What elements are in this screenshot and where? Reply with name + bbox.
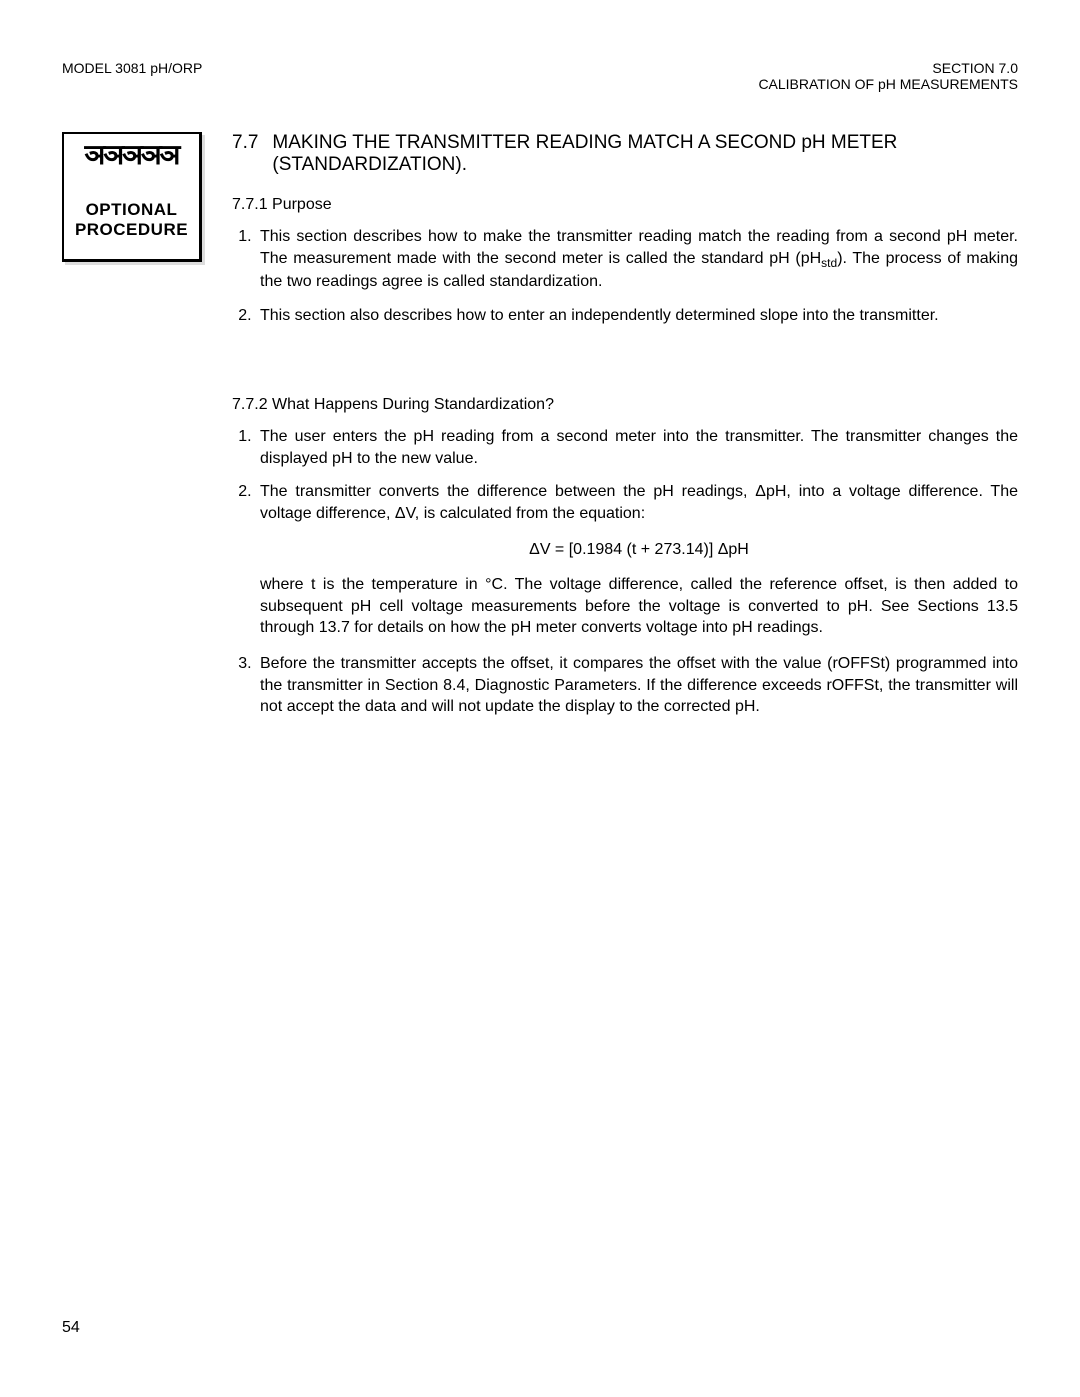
list-item: The transmitter converts the difference …	[256, 481, 1018, 639]
header-right-line1: SECTION 7.0	[758, 60, 1018, 76]
header-right: SECTION 7.0 CALIBRATION OF pH MEASUREMEN…	[758, 60, 1018, 92]
section-title: 7.7 MAKING THE TRANSMITTER READING MATCH…	[232, 132, 1018, 176]
section-title-text: MAKING THE TRANSMITTER READING MATCH A S…	[272, 132, 1018, 176]
page-number: 54	[62, 1319, 80, 1337]
standardization-list: The user enters the pH reading from a se…	[232, 426, 1018, 718]
header-right-line2: CALIBRATION OF pH MEASUREMENTS	[758, 76, 1018, 92]
section-number: 7.7	[232, 132, 258, 176]
header-left: MODEL 3081 pH/ORP	[62, 60, 202, 92]
purpose-list: This section describes how to make the t…	[232, 226, 1018, 326]
spiral-binding-icon: ञञञञञ	[72, 142, 191, 170]
optional-procedure-badge: ञञञञञ OPTIONAL PROCEDURE	[62, 132, 202, 262]
list-item: The user enters the pH reading from a se…	[256, 426, 1018, 469]
list-item: This section describes how to make the t…	[256, 226, 1018, 293]
list-item: This section also describes how to enter…	[256, 305, 1018, 327]
content-row: ञञञञञ OPTIONAL PROCEDURE 7.7 MAKING THE …	[62, 132, 1018, 748]
std-item2-after: where t is the temperature in °C. The vo…	[260, 574, 1018, 639]
subsection-heading: 7.7.2 What Happens During Standardizatio…	[232, 396, 1018, 414]
std-item2-intro: The transmitter converts the difference …	[260, 481, 1018, 524]
page-header: MODEL 3081 pH/ORP SECTION 7.0 CALIBRATIO…	[62, 60, 1018, 92]
main-content: 7.7 MAKING THE TRANSMITTER READING MATCH…	[232, 132, 1018, 748]
list-item: Before the transmitter accepts the offse…	[256, 653, 1018, 718]
equation: ΔV = [0.1984 (t + 273.14)] ΔpH	[260, 539, 1018, 561]
spacer	[232, 356, 1018, 396]
badge-line2: PROCEDURE	[72, 220, 191, 240]
sidebar: ञञञञञ OPTIONAL PROCEDURE	[62, 132, 202, 262]
badge-line1: OPTIONAL	[72, 200, 191, 220]
page: MODEL 3081 pH/ORP SECTION 7.0 CALIBRATIO…	[0, 0, 1080, 1397]
subsection-heading: 7.7.1 Purpose	[232, 196, 1018, 214]
ph-subscript: std	[821, 256, 837, 270]
